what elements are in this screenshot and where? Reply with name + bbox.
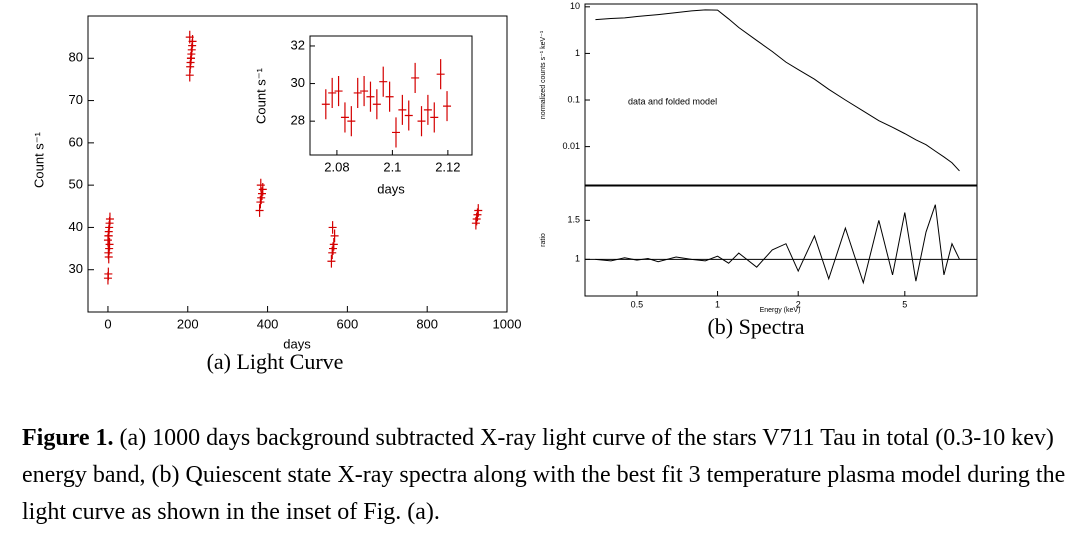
error-point <box>443 91 452 122</box>
y-tick-label: 50 <box>69 177 83 192</box>
x-axis-label: Energy (keV) <box>760 307 801 314</box>
x-tick-label: 2.1 <box>383 159 401 174</box>
y-tick-label: 1.5 <box>567 215 580 225</box>
error-point <box>353 77 362 109</box>
y-tick-label: 70 <box>69 92 83 107</box>
error-point <box>256 178 265 192</box>
caption-text: (a) 1000 days background subtracted X-ra… <box>22 425 1066 525</box>
error-point <box>430 102 439 133</box>
error-point <box>360 76 369 107</box>
y-tick-label: 60 <box>69 134 83 149</box>
subcaption: (a) Light Curve <box>207 349 344 374</box>
caption: Figure 1. (a) 1000 days background subtr… <box>22 420 1088 531</box>
error-point <box>391 117 400 148</box>
x-tick-label: 800 <box>416 316 438 331</box>
y-axis-label: normalized counts s⁻¹ keV⁻¹ <box>540 30 547 119</box>
error-point <box>104 246 113 260</box>
plot-area <box>584 185 978 297</box>
x-tick-label: 2.08 <box>324 159 349 174</box>
error-point <box>328 221 337 234</box>
error-point <box>327 254 336 268</box>
figure: (a) Light Curve (b) Spectra 0 200 400 600 80… <box>31 1 978 374</box>
y-tick-label: 28 <box>291 113 305 128</box>
y-tick-label: 80 <box>69 50 83 65</box>
error-point <box>330 229 339 243</box>
caption-label: Figure 1. <box>22 425 114 451</box>
error-point <box>436 59 445 90</box>
error-point <box>372 89 381 120</box>
error-point <box>104 267 113 281</box>
error-point <box>185 30 194 44</box>
y-axis-label: Count s⁻¹ <box>253 67 268 124</box>
error-point <box>404 100 413 131</box>
error-point <box>423 94 432 125</box>
error-point <box>474 204 483 217</box>
error-point <box>379 66 388 97</box>
x-tick-label: 2 <box>796 299 801 309</box>
error-point <box>255 204 264 217</box>
error-point <box>334 76 343 107</box>
error-point <box>385 81 394 112</box>
annotation: data and folded model <box>628 96 717 106</box>
data-line <box>595 204 960 285</box>
y-tick-label: 1 <box>575 254 580 264</box>
data-line <box>595 9 960 172</box>
error-point <box>398 94 407 125</box>
x-tick-label: 600 <box>337 316 359 331</box>
plot-area <box>309 35 473 156</box>
y-tick-label: 0.1 <box>567 94 580 104</box>
y-tick-label: 10 <box>570 1 580 11</box>
error-point <box>411 62 420 93</box>
x-tick-label: 400 <box>257 316 279 331</box>
subcaption: (b) Spectra <box>707 314 804 339</box>
y-tick-label: 30 <box>291 75 305 90</box>
x-tick-label: 0 <box>104 316 111 331</box>
x-tick-label: 200 <box>177 316 199 331</box>
error-point <box>417 106 426 137</box>
error-point <box>186 51 195 65</box>
error-point <box>105 212 114 226</box>
x-tick-label: 1 <box>715 299 720 309</box>
x-axis-label: days <box>377 181 405 196</box>
error-point <box>328 77 337 109</box>
x-tick-label: 2.12 <box>435 159 460 174</box>
y-axis-label: Count s⁻¹ <box>31 131 46 188</box>
x-tick-label: 0.5 <box>631 299 644 309</box>
error-point <box>366 81 375 112</box>
error-point <box>347 106 356 137</box>
y-tick-label: 32 <box>291 37 305 52</box>
x-tick-label: 1000 <box>493 316 522 331</box>
error-point <box>321 89 330 120</box>
x-tick-label: 5 <box>902 299 907 309</box>
y-tick-label: 30 <box>69 261 83 276</box>
plot-area <box>584 3 978 186</box>
y-tick-label: 0.01 <box>562 141 580 151</box>
y-axis-label: ratio <box>540 233 547 247</box>
y-tick-label: 40 <box>69 219 83 234</box>
error-point <box>104 229 113 243</box>
error-point <box>340 102 349 133</box>
x-axis-label: days <box>283 336 311 351</box>
error-point <box>329 238 338 251</box>
y-tick-label: 1 <box>575 48 580 58</box>
